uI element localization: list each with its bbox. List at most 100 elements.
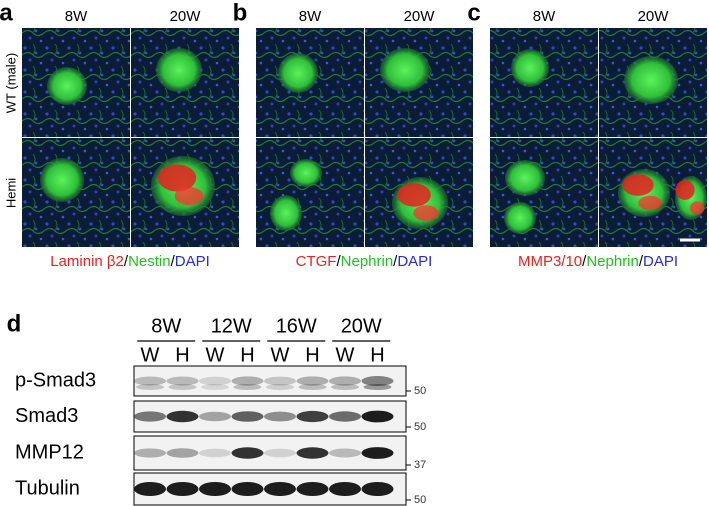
red-stain — [157, 164, 197, 192]
caption-part: Nestin — [128, 253, 171, 270]
column-label: 20W — [404, 8, 436, 25]
marker-label: 37 — [414, 459, 426, 471]
band — [361, 482, 394, 496]
band — [264, 376, 296, 386]
protein-label: Smad3 — [15, 405, 78, 427]
red-stain — [675, 180, 695, 200]
micrograph-bg — [490, 28, 598, 137]
caption-part: / — [582, 253, 587, 270]
column-label: 20W — [638, 8, 670, 25]
band — [331, 384, 359, 390]
band — [361, 447, 394, 459]
micrograph — [365, 28, 473, 137]
caption-part: DAPI — [397, 253, 432, 270]
band — [134, 482, 166, 496]
band — [296, 410, 329, 423]
red-stain — [689, 201, 705, 215]
band — [266, 384, 294, 390]
group-label: 8W — [151, 315, 181, 337]
band — [166, 448, 199, 458]
band — [166, 410, 199, 423]
protein-label: Tubulin — [15, 477, 80, 499]
caption-part: DAPI — [643, 253, 678, 270]
band — [134, 376, 166, 386]
red-stain — [638, 195, 662, 211]
glomerulus — [624, 56, 678, 104]
glomerulus — [156, 48, 202, 92]
lane-label: H — [370, 344, 384, 366]
panel-letter: a — [0, 0, 13, 26]
blot-strip — [133, 472, 407, 506]
caption-part: Nephrin — [341, 253, 394, 270]
caption-part: CTGF — [296, 253, 337, 270]
band — [264, 482, 296, 496]
micrograph — [490, 138, 598, 247]
band — [231, 411, 264, 422]
red-stain — [413, 205, 439, 221]
band — [363, 384, 392, 390]
red-stain — [174, 187, 204, 205]
protein-label: p-Smad3 — [15, 369, 96, 391]
micrograph-bg — [256, 138, 364, 247]
caption: CTGF/Nephrin/DAPI — [296, 253, 433, 270]
band — [361, 410, 394, 423]
band — [199, 448, 231, 458]
glomerulus — [278, 53, 318, 93]
band — [231, 376, 264, 386]
red-stain — [622, 174, 654, 196]
band — [361, 376, 394, 386]
group-label: 16W — [276, 315, 317, 337]
blot-strip — [133, 435, 407, 471]
marker-label: 50 — [414, 385, 426, 397]
caption-part: / — [393, 253, 398, 270]
micrograph — [365, 138, 473, 247]
caption-part: DAPI — [175, 253, 210, 270]
caption-part: / — [171, 253, 176, 270]
panel-letter: b — [233, 0, 248, 26]
glomerulus — [511, 49, 549, 87]
band — [329, 482, 361, 496]
band — [233, 384, 262, 390]
band — [134, 411, 166, 422]
glomerulus — [380, 48, 430, 92]
row-label: WT (male) — [3, 53, 18, 113]
lane-label: W — [336, 344, 355, 366]
band — [298, 384, 327, 390]
glomerulus — [47, 67, 87, 105]
caption-part: Nephrin — [586, 253, 639, 270]
band — [329, 411, 361, 422]
band — [329, 376, 361, 386]
micrograph — [22, 28, 130, 137]
band — [329, 448, 361, 458]
glomerulus — [40, 158, 84, 202]
blot-strip — [133, 365, 407, 397]
marker-label: 50 — [414, 494, 426, 506]
blot-strip — [133, 400, 407, 433]
protein-label: MMP12 — [15, 441, 84, 463]
micrograph — [256, 138, 364, 247]
band — [199, 376, 231, 386]
band — [199, 411, 231, 422]
panel-letter: c — [467, 0, 480, 26]
band — [201, 384, 229, 390]
panel-letter: d — [7, 310, 22, 337]
caption-part: Laminin β2 — [50, 253, 124, 270]
caption-part: MMP3/10 — [518, 253, 582, 270]
band — [168, 384, 197, 390]
band — [199, 482, 231, 496]
band — [134, 448, 166, 458]
lane-label: H — [305, 344, 319, 366]
glomerulus — [290, 159, 322, 187]
lane-label: W — [141, 344, 160, 366]
glomerulus — [504, 202, 536, 234]
caption: MMP3/10/Nephrin/DAPI — [518, 253, 678, 270]
column-label: 8W — [533, 8, 556, 25]
micrograph-bg — [490, 138, 598, 247]
micrograph — [131, 28, 239, 137]
lane-label: H — [240, 344, 254, 366]
caption-part: / — [124, 253, 129, 270]
blot-bg — [133, 435, 407, 471]
band — [296, 482, 329, 496]
micrograph — [599, 28, 707, 137]
